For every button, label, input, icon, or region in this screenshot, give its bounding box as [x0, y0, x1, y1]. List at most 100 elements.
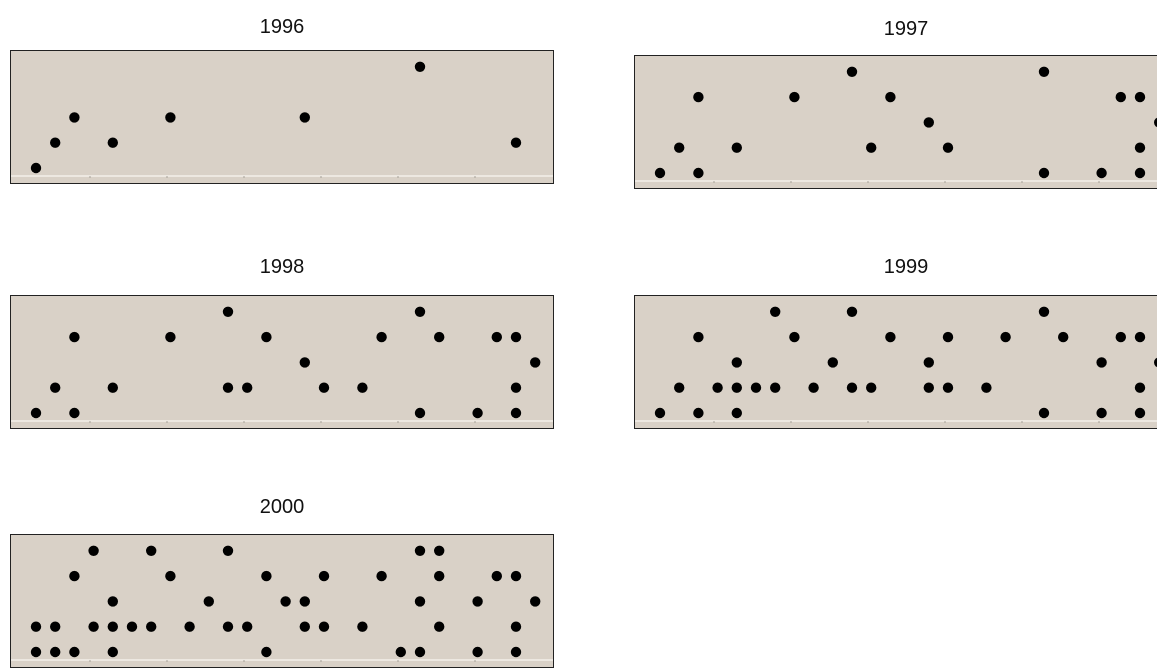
data-point	[866, 382, 877, 393]
data-point	[1134, 407, 1146, 419]
data-point	[712, 382, 723, 393]
data-point	[510, 570, 522, 582]
data-point	[318, 621, 330, 632]
data-point	[1038, 66, 1050, 77]
data-point	[654, 167, 666, 179]
data-point	[184, 621, 195, 632]
data-point	[770, 382, 781, 393]
data-point	[491, 570, 502, 582]
data-point	[1096, 357, 1107, 368]
panel-1996: 1996	[10, 16, 554, 184]
data-point	[299, 112, 310, 123]
data-point	[357, 382, 368, 393]
data-point	[731, 382, 742, 393]
data-point	[299, 596, 310, 607]
data-point	[261, 331, 272, 343]
data-point	[510, 621, 522, 632]
data-point	[357, 621, 368, 632]
plot-area	[10, 534, 554, 668]
data-point	[770, 306, 781, 317]
data-point	[1134, 91, 1146, 103]
data-point	[88, 621, 99, 632]
data-point	[510, 137, 522, 148]
data-point	[30, 646, 42, 658]
data-point	[693, 91, 704, 103]
data-point	[510, 646, 522, 658]
data-point	[472, 407, 483, 419]
data-point	[1000, 331, 1011, 343]
data-point	[88, 545, 99, 556]
data-point	[280, 596, 291, 607]
plot-background	[634, 295, 1157, 429]
data-point	[942, 142, 954, 153]
data-point	[30, 407, 42, 419]
data-point	[50, 621, 61, 632]
data-point	[107, 621, 119, 632]
data-point	[846, 382, 858, 393]
panel-1997: 1997	[634, 18, 1157, 189]
data-point	[923, 117, 934, 128]
data-point	[69, 331, 80, 343]
data-point	[203, 596, 214, 607]
data-point	[434, 570, 445, 582]
plot-background	[10, 295, 554, 429]
data-point	[472, 596, 483, 607]
data-point	[50, 382, 61, 393]
data-point	[510, 331, 522, 343]
data-point	[30, 621, 42, 632]
plot-background	[634, 55, 1157, 189]
data-point	[885, 91, 896, 103]
data-point	[434, 621, 445, 632]
panel-title: 1997	[883, 18, 929, 40]
panel-1999: 1999	[634, 256, 1157, 429]
panel-2000: 2000	[10, 496, 554, 668]
data-point	[530, 596, 541, 607]
data-point	[885, 331, 896, 343]
data-point	[731, 407, 742, 419]
data-point	[30, 162, 42, 174]
data-point	[146, 545, 157, 556]
data-point	[434, 545, 445, 556]
plot-area	[634, 55, 1157, 189]
data-point	[1038, 167, 1050, 179]
data-point	[1096, 167, 1107, 179]
data-point	[50, 137, 61, 148]
data-point	[414, 407, 426, 419]
data-point	[942, 382, 954, 393]
data-point	[299, 621, 310, 632]
data-point	[1134, 167, 1146, 179]
data-point	[808, 382, 819, 393]
data-point	[1154, 117, 1157, 128]
data-point	[674, 142, 685, 153]
data-point	[1134, 382, 1146, 393]
data-point	[654, 407, 666, 419]
plot-background	[10, 50, 554, 184]
data-point	[693, 331, 704, 343]
data-point	[222, 382, 234, 393]
data-point	[165, 570, 176, 582]
plot-area	[10, 295, 554, 429]
data-point	[1115, 331, 1126, 343]
data-point	[731, 142, 742, 153]
data-point	[693, 167, 704, 179]
data-point	[165, 112, 176, 123]
data-point	[69, 112, 80, 123]
data-point	[69, 570, 80, 582]
data-point	[414, 545, 426, 556]
data-point	[222, 545, 234, 556]
data-point	[222, 621, 234, 632]
data-point	[846, 306, 858, 317]
data-point	[414, 596, 426, 607]
panel-title: 2000	[259, 496, 305, 518]
data-point	[376, 570, 387, 582]
data-point	[846, 66, 858, 77]
data-point	[1096, 407, 1107, 419]
data-point	[69, 646, 80, 658]
data-point	[827, 357, 838, 368]
data-point	[242, 621, 253, 632]
data-point	[318, 382, 330, 393]
data-point	[414, 646, 426, 658]
data-point	[376, 331, 387, 343]
data-point	[395, 646, 406, 658]
